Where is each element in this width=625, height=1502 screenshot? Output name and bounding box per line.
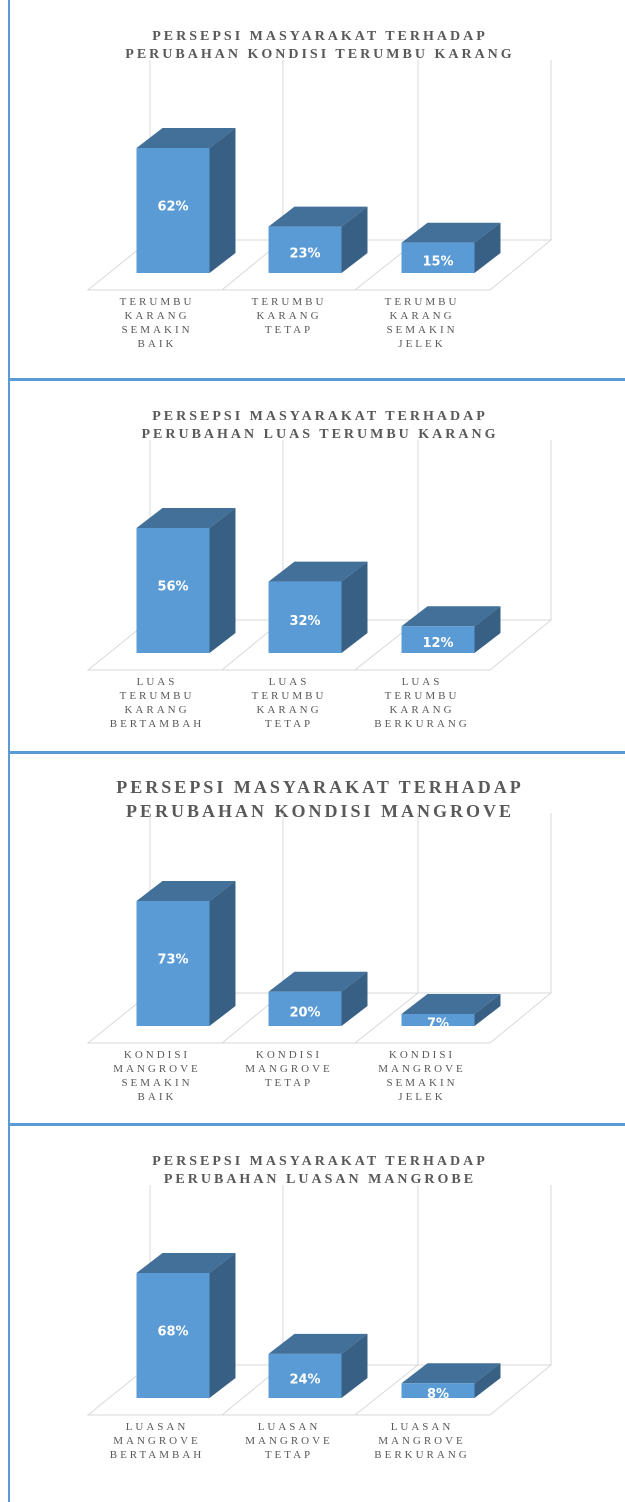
plot: 56% 32% 12% — [86, 440, 553, 671]
bar-top — [136, 508, 236, 528]
x-tick-label: TERUMBU KARANG SEMAKIN BAIK — [119, 296, 195, 350]
bar — [401, 606, 501, 653]
x-tick-label: TERUMBU KARANG SEMAKIN JELEK — [384, 296, 460, 350]
x-tick-label: TERUMBU KARANG TETAP — [251, 296, 327, 336]
value-label: 12% — [422, 636, 453, 651]
value-label: 56% — [157, 580, 188, 595]
bar-front — [401, 1014, 475, 1026]
x-tick-label: KONDISI MANGROVE SEMAKIN JELEK — [378, 1049, 466, 1103]
bar-side — [341, 971, 368, 1026]
bar-top — [401, 222, 501, 243]
value-label: 15% — [422, 254, 453, 269]
panel-separator — [8, 378, 625, 381]
bar — [268, 206, 368, 273]
panel-separator — [8, 751, 625, 754]
chart-panel: PERSEPSI MASYARAKAT TERHADAP PERUBAHAN KO… — [0, 0, 625, 373]
bar-top — [268, 206, 368, 227]
bar-side — [209, 128, 236, 273]
bar-front — [401, 242, 475, 273]
bar — [268, 561, 368, 653]
bar — [136, 128, 236, 273]
panel-separator — [8, 1123, 625, 1126]
value-label: 20% — [289, 1005, 320, 1020]
chart-title: PERUBAHAN KONDISI MANGROVE — [125, 801, 515, 821]
value-label: 8% — [427, 1387, 449, 1402]
bar-top — [268, 561, 368, 582]
x-tick-label: LUASAN MANGROVE BERKURANG — [374, 1421, 470, 1461]
x-tick-label: KONDISI MANGROVE SEMAKIN BAIK — [113, 1049, 201, 1103]
bar — [268, 971, 368, 1026]
bar — [136, 1253, 236, 1398]
bar-front — [268, 581, 342, 653]
value-label: 73% — [157, 953, 188, 968]
chart-panel: PERSEPSI MASYARAKAT TERHADAP PERUBAHAN KO… — [0, 753, 625, 1126]
bar-front — [136, 148, 210, 273]
bar-side — [341, 561, 368, 653]
bar-front — [268, 1353, 342, 1398]
bar-top — [401, 606, 501, 627]
bar-front — [136, 901, 210, 1026]
chart-title: PERSEPSI MASYARAKAT TERHADAP — [152, 29, 488, 44]
bar-top — [136, 1253, 236, 1273]
chart-title: PERSEPSI MASYARAKAT TERHADAP — [152, 409, 488, 424]
bar — [136, 881, 236, 1026]
x-tick-label: LUAS TERUMBU KARANG BERKURANG — [374, 676, 470, 730]
floor-divider — [354, 992, 419, 1044]
x-tick-label: LUASAN MANGROVE TETAP — [245, 1421, 333, 1461]
chart-title: PERUBAHAN KONDISI TERUMBU KARANG — [125, 47, 515, 62]
plot: 68% 24% 8% — [86, 1185, 553, 1416]
floor-divider — [354, 1364, 419, 1416]
bar-top — [268, 1333, 368, 1354]
bar-front — [136, 528, 210, 653]
bar-front — [136, 1273, 210, 1398]
x-tick-label: LUASAN MANGROVE BERTAMBAH — [109, 1421, 205, 1461]
value-label: 32% — [289, 614, 320, 629]
chart-title: PERUBAHAN LUASAN MANGROBE — [163, 1172, 477, 1187]
bar-side — [474, 606, 501, 653]
bar — [268, 1333, 368, 1398]
x-tick-label: KONDISI MANGROVE TETAP — [245, 1049, 333, 1089]
bar-side — [209, 1253, 236, 1398]
value-label: 7% — [427, 1017, 449, 1032]
value-label: 23% — [289, 246, 320, 261]
bar-front — [268, 991, 342, 1026]
bar-side — [474, 222, 501, 273]
chart-panel: PERSEPSI MASYARAKAT TERHADAP PERUBAHAN LU… — [0, 1125, 625, 1498]
value-label: 68% — [157, 1325, 188, 1340]
bar-front — [401, 1383, 475, 1398]
bar-side — [474, 1363, 501, 1398]
bar-front — [268, 226, 342, 273]
chart-title: PERSEPSI MASYARAKAT TERHADAP — [116, 777, 524, 797]
bar-side — [341, 1333, 368, 1398]
chart-title: PERSEPSI MASYARAKAT TERHADAP — [152, 1154, 488, 1169]
value-label: 62% — [157, 200, 188, 215]
bar — [136, 508, 236, 653]
chart-title: PERUBAHAN LUAS TERUMBU KARANG — [141, 427, 499, 442]
x-tick-label: LUAS TERUMBU KARANG BERTAMBAH — [109, 676, 205, 730]
bar-front — [401, 626, 475, 653]
bar — [401, 1363, 501, 1398]
value-label: 24% — [289, 1372, 320, 1387]
bar — [401, 222, 501, 273]
chart-panel: PERSEPSI MASYARAKAT TERHADAP PERUBAHAN LU… — [0, 380, 625, 753]
bar-side — [209, 508, 236, 653]
bar-side — [209, 881, 236, 1026]
bar-side — [474, 994, 501, 1026]
x-tick-label: LUAS TERUMBU KARANG TETAP — [251, 676, 327, 730]
plot: 62% 23% 15% — [86, 60, 553, 291]
bar — [401, 994, 501, 1026]
bar-side — [341, 206, 368, 273]
plot: 73% 20% 7% — [86, 813, 553, 1044]
bar-top — [401, 1363, 501, 1384]
bar-top — [401, 994, 501, 1015]
bar-top — [136, 881, 236, 901]
bar-top — [136, 128, 236, 148]
bar-top — [268, 971, 368, 992]
